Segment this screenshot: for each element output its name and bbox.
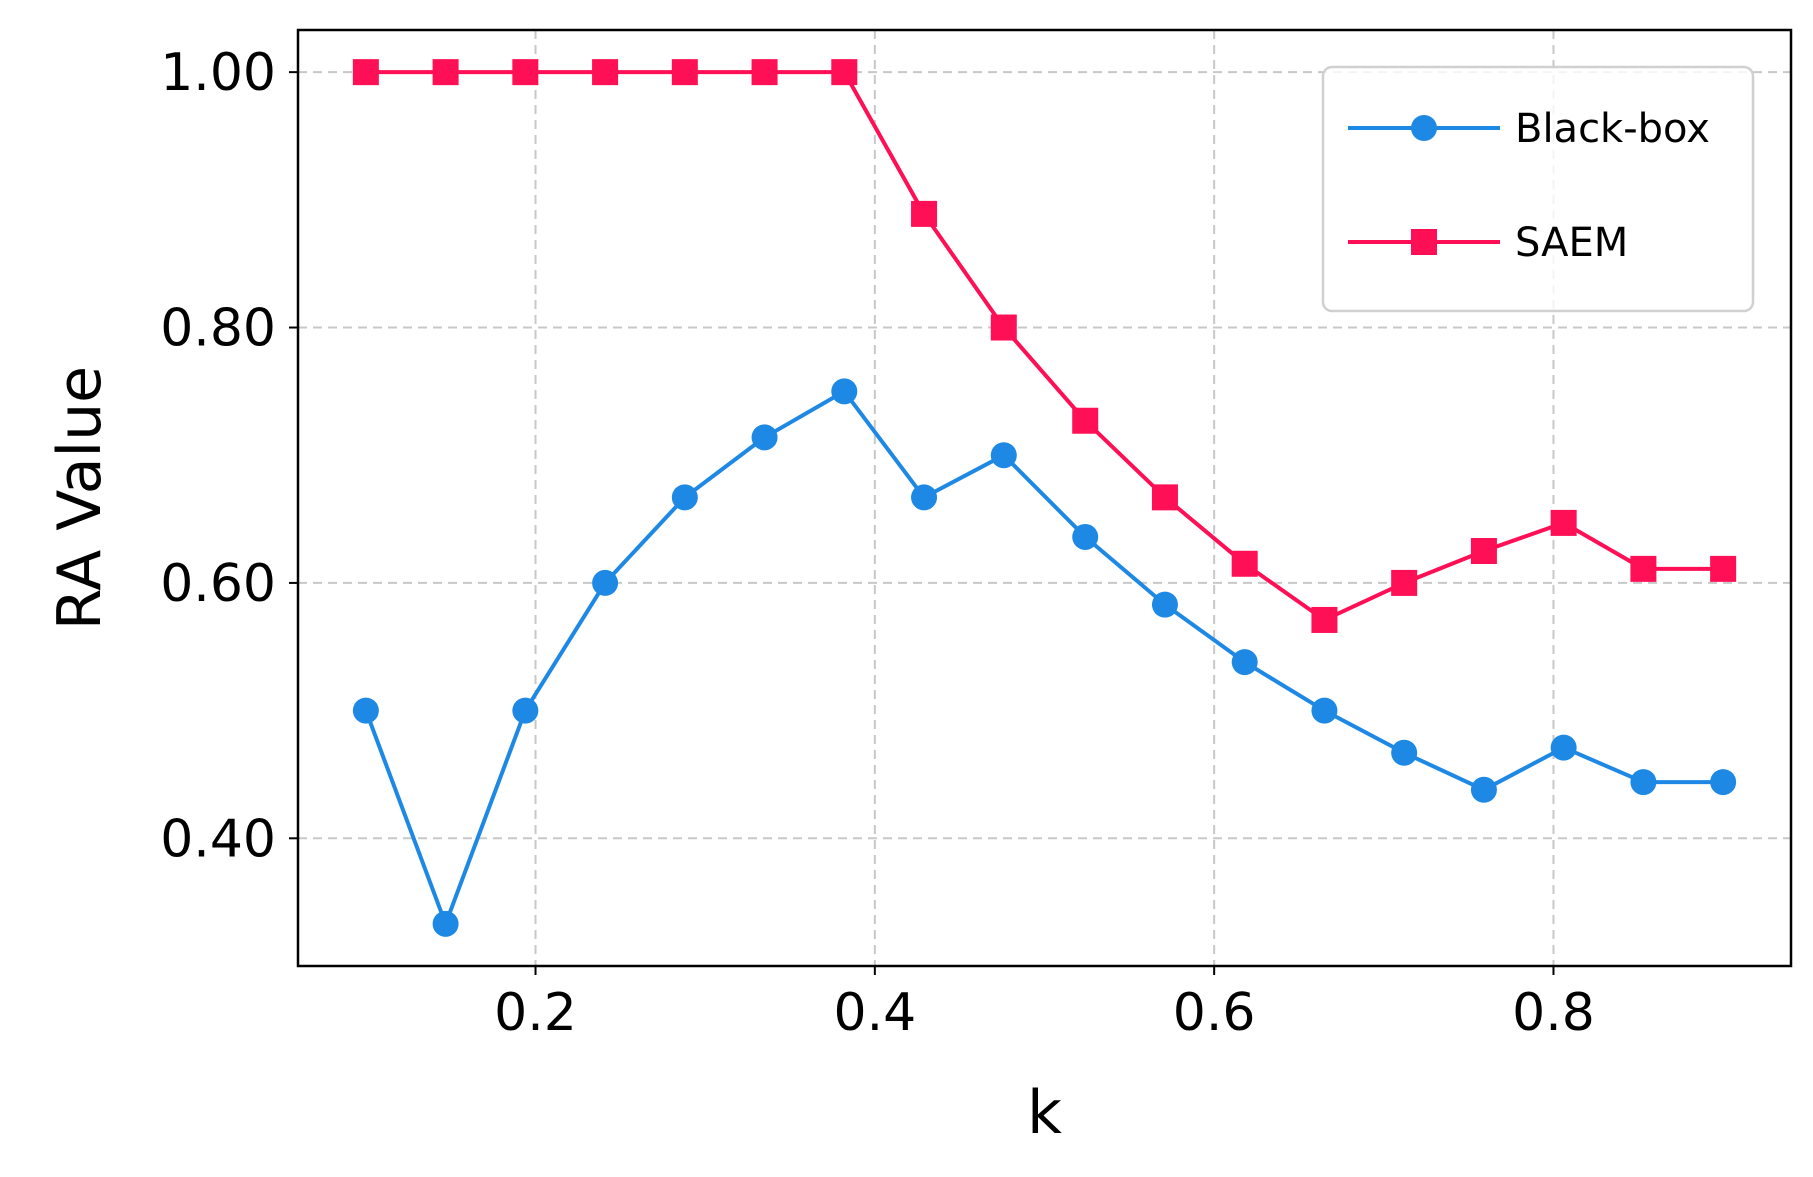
data-point — [512, 697, 539, 724]
data-point — [911, 200, 938, 227]
data-point — [1470, 776, 1497, 803]
data-point — [1311, 606, 1338, 633]
data-point — [1151, 591, 1178, 618]
x-tick-label: 0.4 — [833, 983, 916, 1043]
data-point — [1391, 569, 1418, 596]
data-point — [1470, 537, 1497, 564]
x-tick-label: 0.6 — [1173, 983, 1256, 1043]
y-tick-label: 0.60 — [160, 554, 276, 614]
data-point — [592, 59, 619, 86]
data-point — [1630, 555, 1657, 582]
y-tick-label: 1.00 — [160, 43, 276, 103]
data-point — [671, 59, 698, 86]
legend-marker — [1411, 229, 1437, 255]
data-point — [592, 569, 619, 596]
legend-label: Black-box — [1515, 106, 1710, 152]
ticks: 0.2 0.4 0.6 0.8 0.40 0.60 0.80 1.00 — [160, 43, 1595, 1043]
series-saem — [352, 59, 1737, 633]
data-point — [512, 59, 539, 86]
data-point — [352, 59, 379, 86]
data-point — [1391, 739, 1418, 766]
series-line — [364, 389, 1724, 926]
legend-entries: Black-box SAEM — [1348, 106, 1710, 266]
x-tick-label: 0.2 — [494, 983, 577, 1043]
data-point — [1550, 509, 1577, 536]
data-point — [990, 442, 1017, 469]
data-point — [831, 378, 858, 405]
legend-label: SAEM — [1515, 220, 1628, 266]
data-point — [352, 697, 379, 724]
data-point — [1710, 769, 1737, 796]
legend-marker — [1411, 115, 1437, 141]
data-point — [1072, 407, 1099, 434]
data-point — [671, 484, 698, 511]
legend-entry: SAEM — [1348, 220, 1628, 266]
data-point — [911, 484, 938, 511]
data-point — [1072, 523, 1099, 550]
data-point — [1151, 484, 1178, 511]
plot-frame — [296, 28, 1793, 968]
data-point — [432, 59, 459, 86]
data-point — [1231, 550, 1258, 577]
series-layer — [352, 59, 1737, 937]
data-point — [432, 910, 459, 937]
data-point — [1311, 697, 1338, 724]
y-axis-label: RA Value — [45, 366, 115, 630]
x-tick-label: 0.8 — [1512, 983, 1595, 1043]
series-black-box — [352, 378, 1737, 937]
data-point — [831, 59, 858, 86]
data-point — [751, 424, 778, 451]
legend-entry: Black-box — [1348, 106, 1710, 152]
data-point — [990, 314, 1017, 341]
data-point — [1231, 649, 1258, 676]
data-point — [1550, 734, 1577, 761]
y-tick-label: 0.80 — [160, 299, 276, 359]
data-point — [1630, 769, 1657, 796]
y-tick-label: 0.40 — [160, 809, 276, 869]
legend-box — [1321, 65, 1755, 313]
legend: Black-box SAEM — [1321, 65, 1755, 313]
series-line — [365, 70, 1724, 622]
x-axis-label: k — [1027, 1078, 1062, 1148]
data-point — [1710, 555, 1737, 582]
data-point — [751, 59, 778, 86]
